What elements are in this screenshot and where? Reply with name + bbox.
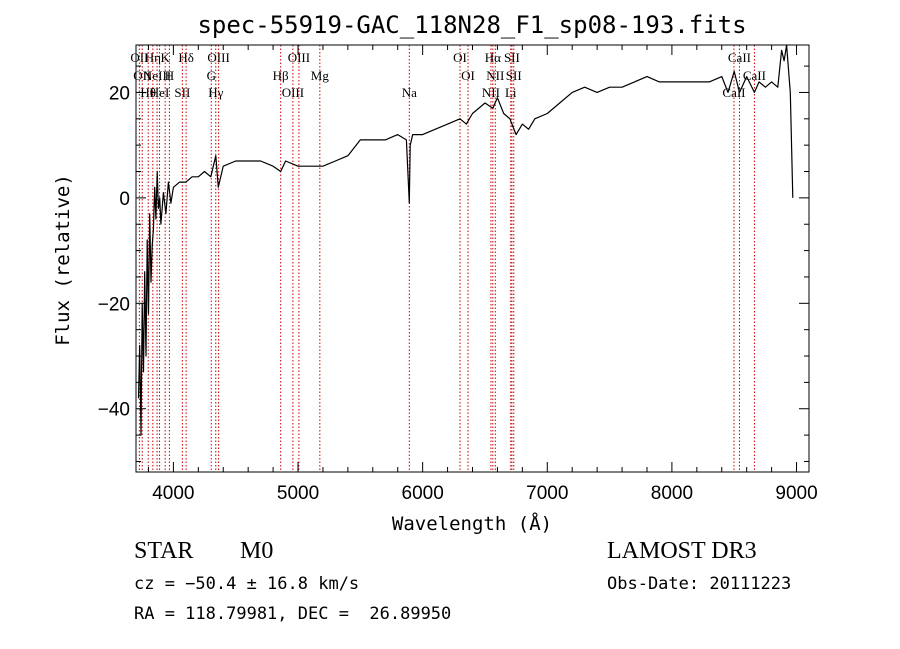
emission-line-label: CaII — [722, 85, 745, 100]
x-axis-label: Wavelength (Å) — [392, 512, 552, 535]
emission-line-label: NeIII — [143, 68, 171, 83]
y-axis: −40 −20 0 20 — [98, 65, 809, 462]
emission-line-label: Hη — [145, 50, 161, 65]
x-tick-label: 5000 — [277, 483, 319, 504]
emission-line-label: OII — [133, 68, 151, 83]
y-tick-label: 20 — [109, 83, 130, 104]
emission-line-label: Hθ — [140, 85, 156, 100]
emission-line-label: SII — [504, 50, 520, 65]
coordinates-text: RA = 118.79981, DEC = 26.89950 — [134, 604, 452, 624]
emission-line-label: OI — [453, 50, 467, 65]
emission-line-label: OIII — [282, 85, 304, 100]
emission-line-label: SII — [174, 85, 190, 100]
emission-lines — [138, 45, 755, 472]
subclass-label: M0 — [240, 538, 274, 564]
chart-title: spec-55919-GAC_118N28_F1_sp08-193.fits — [197, 11, 746, 39]
emission-line-label: NII — [486, 68, 504, 83]
y-tick-label: −20 — [98, 294, 130, 315]
class-label: STAR — [134, 538, 194, 564]
x-axis: 4000 5000 6000 7000 8000 9000 — [147, 45, 818, 504]
emission-line-label: Na — [402, 85, 417, 100]
x-tick-label: 8000 — [651, 483, 693, 504]
emission-line-labels: OIIOIIHθHηNeIIIHeIKHSIIHδGHγOIIIHβOIIIOI… — [130, 50, 766, 100]
survey-label: LAMOST DR3 — [607, 538, 757, 564]
emission-line-label: OIII — [207, 50, 229, 65]
emission-line-label: Hα — [485, 50, 501, 65]
emission-line-label: G — [207, 68, 216, 83]
flux-series — [137, 44, 794, 436]
emission-line-label: Mg — [311, 68, 330, 83]
emission-line-label: K — [160, 50, 170, 65]
emission-line-label: SII — [506, 68, 522, 83]
x-tick-label: 4000 — [152, 483, 194, 504]
emission-line-label: Hβ — [273, 68, 289, 83]
y-tick-label: 0 — [119, 189, 130, 210]
x-tick-label: 7000 — [526, 483, 568, 504]
emission-line-label: OI — [461, 68, 475, 83]
redshift-text: cz = −50.4 ± 16.8 km/s — [134, 574, 360, 594]
plot-frame — [135, 44, 810, 473]
emission-line-label: NII — [482, 85, 500, 100]
emission-line-label: Hγ — [208, 85, 223, 100]
emission-line-label: HeI — [150, 85, 170, 100]
emission-line-label: CaII — [728, 50, 751, 65]
emission-line-label: H — [165, 68, 174, 83]
y-axis-label: Flux (relative) — [52, 174, 74, 346]
flux-line — [137, 44, 794, 436]
emission-line-label: Hδ — [178, 50, 194, 65]
x-tick-label: 6000 — [402, 483, 444, 504]
emission-line-label: OII — [130, 50, 148, 65]
emission-line-label: Li — [505, 85, 517, 100]
y-tick-label: −40 — [98, 400, 130, 421]
emission-line-label: OIII — [288, 50, 310, 65]
obs-date-text: Obs-Date: 20111223 — [607, 574, 792, 594]
emission-line-label: CaII — [743, 68, 766, 83]
x-tick-label: 9000 — [775, 483, 817, 504]
